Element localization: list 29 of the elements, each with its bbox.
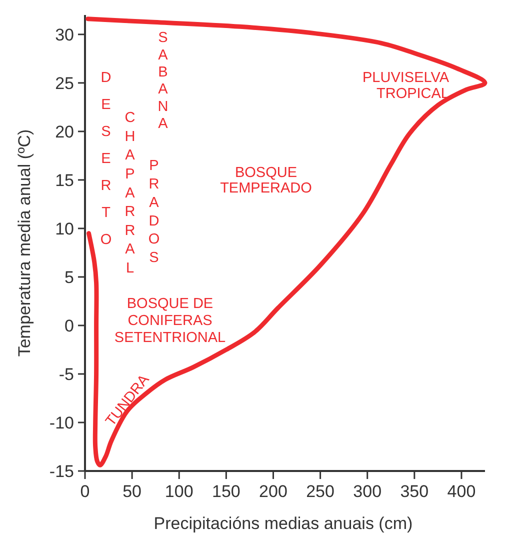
x-tick-label: 250 [306, 482, 334, 501]
x-tick-label: 300 [353, 482, 382, 501]
x-tick-label: 200 [259, 482, 288, 501]
y-tick-label: 10 [55, 219, 74, 238]
annotation: SABANA [158, 30, 168, 132]
y-tick-label: 20 [55, 122, 74, 142]
x-tick-label: 50 [122, 482, 142, 501]
x-tick-label: 100 [164, 482, 194, 501]
annotation: BOSQUE TEMPERADO [220, 165, 312, 197]
x-tick-label: 350 [400, 482, 429, 501]
y-tick-label: -15 [49, 462, 74, 481]
x-tick-label: 400 [447, 482, 476, 501]
x-tick-label: 150 [212, 482, 240, 501]
text: CHAPARRAL [124, 110, 136, 276]
y-tick-label: 5 [64, 268, 74, 287]
annotation: PLUVISELVA TROPICAL [362, 70, 450, 102]
y-tick-label: 30 [55, 25, 74, 44]
annotation: PRADOS [148, 158, 160, 266]
x-axis-title: Precipitacións medias anuais (cm) [154, 514, 413, 533]
y-axis-title: Temperatura media anual (ºC) [15, 129, 34, 357]
y-tick-label: 15 [55, 170, 74, 190]
x-tick-label: 0 [80, 482, 90, 501]
y-tick-label: -10 [49, 413, 74, 432]
line-series [86, 16, 488, 468]
annotation: BOSQUE DE CONIFERAS SETENTRIONAL [114, 296, 226, 346]
y-tick-label: 0 [64, 316, 74, 336]
y-tick-label: 25 [55, 74, 74, 93]
y-tick-label: -5 [58, 364, 74, 384]
annotation: DESERTO [100, 70, 112, 248]
